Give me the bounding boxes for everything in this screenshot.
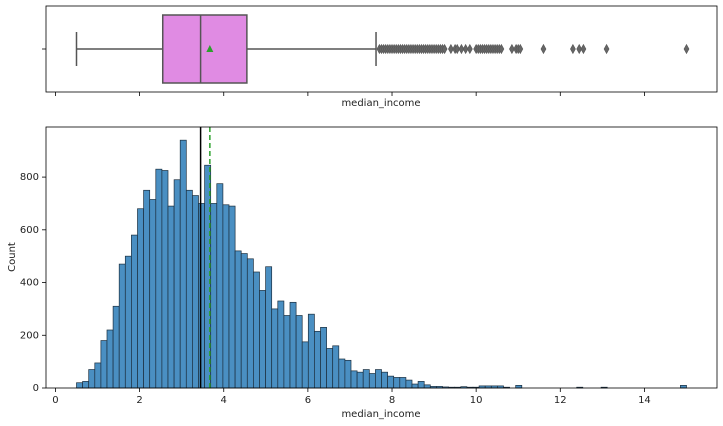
x-axis-label: median_income xyxy=(341,98,420,109)
outlier xyxy=(576,43,583,55)
bar xyxy=(137,208,144,389)
bar xyxy=(100,340,108,389)
bar xyxy=(393,377,401,389)
bar xyxy=(423,384,431,389)
x-tick-label: 0 xyxy=(52,395,58,406)
mean-marker xyxy=(206,45,214,52)
outlier xyxy=(540,43,547,55)
plot-frame xyxy=(45,126,718,389)
bar xyxy=(216,183,224,389)
bar xyxy=(240,253,248,389)
bar xyxy=(375,369,382,389)
bar xyxy=(179,139,187,389)
bar xyxy=(283,315,291,389)
y-tick-label: 200 xyxy=(20,330,39,341)
y-tick-label: 600 xyxy=(20,225,39,236)
outlier xyxy=(441,43,448,55)
bar xyxy=(350,370,358,389)
bar xyxy=(234,250,242,389)
outlier xyxy=(448,43,454,55)
plot-frame xyxy=(45,5,718,93)
y-tick-label: 0 xyxy=(33,383,39,394)
bar xyxy=(411,383,419,389)
outlier xyxy=(517,43,524,55)
bar xyxy=(307,313,315,389)
bar xyxy=(265,266,273,389)
outlier xyxy=(603,43,610,55)
outlier xyxy=(458,43,465,55)
x-tick-label: 4 xyxy=(221,395,227,406)
bar xyxy=(155,168,163,389)
bar xyxy=(143,189,151,389)
y-axis-label: Count xyxy=(7,242,18,272)
bar xyxy=(198,203,205,389)
x-tick-label: 8 xyxy=(389,395,395,406)
bar xyxy=(173,179,181,389)
bar xyxy=(295,315,303,389)
x-tick-label: 2 xyxy=(136,395,142,406)
bar xyxy=(76,382,83,389)
bar xyxy=(210,203,218,389)
bar xyxy=(356,371,364,389)
outlier xyxy=(509,43,515,55)
outlier xyxy=(498,43,505,55)
bar xyxy=(94,362,102,389)
bar xyxy=(112,305,120,389)
y-tick-label: 400 xyxy=(20,278,39,289)
bar xyxy=(289,301,297,389)
bar xyxy=(228,205,236,389)
x-axis-label: median_income xyxy=(341,409,420,420)
bar xyxy=(246,258,254,389)
bar xyxy=(106,329,114,389)
bar xyxy=(271,308,279,389)
bar xyxy=(118,263,126,389)
bar xyxy=(149,199,157,389)
outlier xyxy=(580,43,587,55)
x-tick-label: 14 xyxy=(638,395,651,406)
bar xyxy=(387,375,395,389)
bar xyxy=(88,369,96,389)
bar xyxy=(405,379,413,389)
bar xyxy=(381,371,388,389)
bar xyxy=(259,290,266,389)
y-tick-label: 800 xyxy=(20,172,39,183)
x-tick-label: 10 xyxy=(470,395,483,406)
outlier xyxy=(462,43,469,55)
bar xyxy=(314,330,321,389)
bar xyxy=(399,377,407,389)
bar xyxy=(332,345,340,389)
bar xyxy=(320,327,327,389)
bar xyxy=(124,255,132,389)
bar xyxy=(161,170,169,389)
bar xyxy=(222,204,230,389)
x-tick-label: 6 xyxy=(305,395,311,406)
bar xyxy=(185,189,193,389)
bar xyxy=(417,381,425,389)
bar xyxy=(338,358,346,389)
bar xyxy=(82,381,90,389)
bar xyxy=(277,300,285,389)
bar xyxy=(253,271,260,389)
bar xyxy=(131,234,138,389)
box xyxy=(161,14,248,84)
bar xyxy=(368,373,376,389)
outlier xyxy=(570,43,576,55)
outlier xyxy=(467,43,473,55)
bar xyxy=(344,359,352,389)
bar xyxy=(326,348,334,389)
bar xyxy=(192,195,199,389)
outlier xyxy=(683,43,690,55)
x-tick-label: 12 xyxy=(554,395,567,406)
bar xyxy=(301,341,309,389)
outlier xyxy=(454,43,461,55)
bar xyxy=(167,205,175,389)
bar xyxy=(362,369,370,389)
